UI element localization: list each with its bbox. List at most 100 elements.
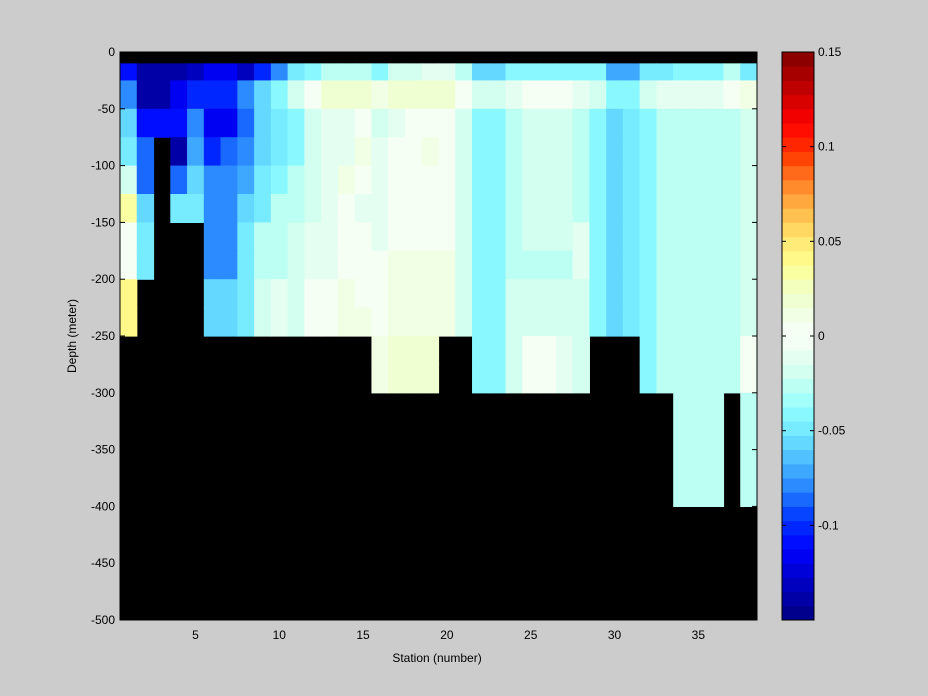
- heatmap-cell: [337, 279, 356, 309]
- heatmap-cell: [254, 80, 272, 110]
- heatmap-cell: [689, 279, 708, 309]
- heatmap-cell: [505, 63, 523, 81]
- heatmap-cell: [639, 194, 658, 223]
- colorbar-tick-label: -0.1: [818, 518, 839, 532]
- x-tick-label: 25: [524, 628, 538, 642]
- heatmap-cell: [505, 336, 523, 365]
- heatmap-cell: [689, 364, 708, 394]
- heatmap-cell: [673, 63, 691, 81]
- heatmap-cell: [656, 222, 674, 252]
- heatmap-cell: [337, 108, 356, 138]
- heatmap-cell: [120, 165, 138, 195]
- colorbar-tick-label: 0.15: [818, 45, 842, 59]
- colorbar-band: [782, 605, 814, 621]
- heatmap-cell: [606, 250, 624, 280]
- heatmap-cell: [120, 137, 138, 167]
- heatmap-cell: [287, 222, 305, 252]
- colorbar-band: [782, 563, 814, 578]
- heatmap-cell: [572, 364, 590, 394]
- heatmap-cell: [287, 194, 305, 223]
- heatmap-cell: [254, 165, 272, 195]
- x-tick-label: 15: [356, 628, 370, 642]
- y-tick-label: -250: [91, 329, 115, 343]
- heatmap-cell: [572, 336, 590, 365]
- heatmap-cell: [723, 222, 741, 252]
- heatmap-cell: [421, 364, 440, 394]
- colorbar-tick-label: 0.1: [818, 140, 835, 154]
- heatmap-cell: [304, 108, 322, 138]
- heatmap-cell: [120, 222, 138, 252]
- colorbar-band: [782, 478, 814, 493]
- heatmap-cell: [555, 336, 574, 365]
- heatmap-cell: [388, 108, 406, 138]
- colorbar-band: [782, 279, 814, 294]
- heatmap-cell: [689, 108, 708, 138]
- heatmap-cell: [656, 80, 674, 110]
- heatmap-cell: [203, 165, 222, 195]
- heatmap-cell: [337, 63, 356, 81]
- heatmap-cell: [706, 307, 725, 337]
- heatmap-cell: [706, 250, 725, 280]
- colorbar-band: [782, 265, 814, 280]
- heatmap-cell: [522, 279, 540, 309]
- heatmap-cell: [287, 108, 305, 138]
- heatmap-cell: [321, 279, 339, 309]
- heatmap-cell: [639, 279, 658, 309]
- heatmap-cell: [606, 279, 624, 309]
- heatmap-cell: [304, 250, 322, 280]
- heatmap-cell: [505, 307, 523, 337]
- heatmap-cell: [421, 336, 440, 365]
- heatmap-cell: [740, 137, 758, 167]
- heatmap-cell: [287, 63, 305, 81]
- heatmap-cell: [673, 364, 691, 394]
- heatmap-cell: [120, 63, 138, 81]
- heatmap-cell: [270, 307, 289, 337]
- x-tick-label: 5: [192, 628, 199, 642]
- heatmap-cell: [488, 63, 507, 81]
- heatmap-cell: [220, 279, 238, 309]
- heatmap-cell: [404, 307, 423, 337]
- colorbar-band: [782, 449, 814, 465]
- heatmap-cell: [404, 108, 423, 138]
- heatmap-cell: [120, 80, 138, 110]
- heatmap-cell: [354, 165, 373, 195]
- heatmap-cell: [371, 137, 389, 167]
- heatmap-cell: [656, 307, 674, 337]
- heatmap-cell: [656, 250, 674, 280]
- heatmap-cell: [136, 250, 155, 280]
- heatmap-cell: [488, 279, 507, 309]
- heatmap-cell: [455, 307, 473, 337]
- heatmap-cell: [388, 364, 406, 394]
- heatmap-cell: [555, 63, 574, 81]
- heatmap-cell: [254, 108, 272, 138]
- colorbar-band: [782, 591, 814, 607]
- heatmap-cell: [706, 108, 725, 138]
- colorbar-band: [782, 492, 814, 507]
- x-tick-label: 30: [608, 628, 622, 642]
- heatmap-cell: [321, 137, 339, 167]
- heatmap-cell: [254, 137, 272, 167]
- heatmap-cell: [304, 80, 322, 110]
- heatmap-cell: [723, 137, 741, 167]
- heatmap-cell: [455, 250, 473, 280]
- heatmap-cell: [371, 63, 389, 81]
- heatmap-cell: [656, 137, 674, 167]
- heatmap-cell: [740, 307, 758, 337]
- heatmap-cell: [270, 250, 289, 280]
- heatmap-cell: [136, 194, 155, 223]
- heatmap-cell: [237, 250, 255, 280]
- colorbar-band: [782, 179, 814, 195]
- heatmap-cell: [287, 250, 305, 280]
- y-tick-label: 0: [108, 45, 115, 59]
- heatmap-cell: [723, 279, 741, 309]
- heatmap-cell: [488, 137, 507, 167]
- heatmap-cell: [237, 222, 255, 252]
- heatmap-cell: [488, 336, 507, 365]
- heatmap-cell: [639, 137, 658, 167]
- heatmap-cell: [187, 108, 205, 138]
- x-axis-ticks: 5 10 15 20 25 30 35: [192, 52, 705, 642]
- heatmap-cell: [723, 250, 741, 280]
- heatmap-cell: [740, 364, 758, 394]
- heatmap-cell: [555, 364, 574, 394]
- heatmap-cell: [354, 137, 373, 167]
